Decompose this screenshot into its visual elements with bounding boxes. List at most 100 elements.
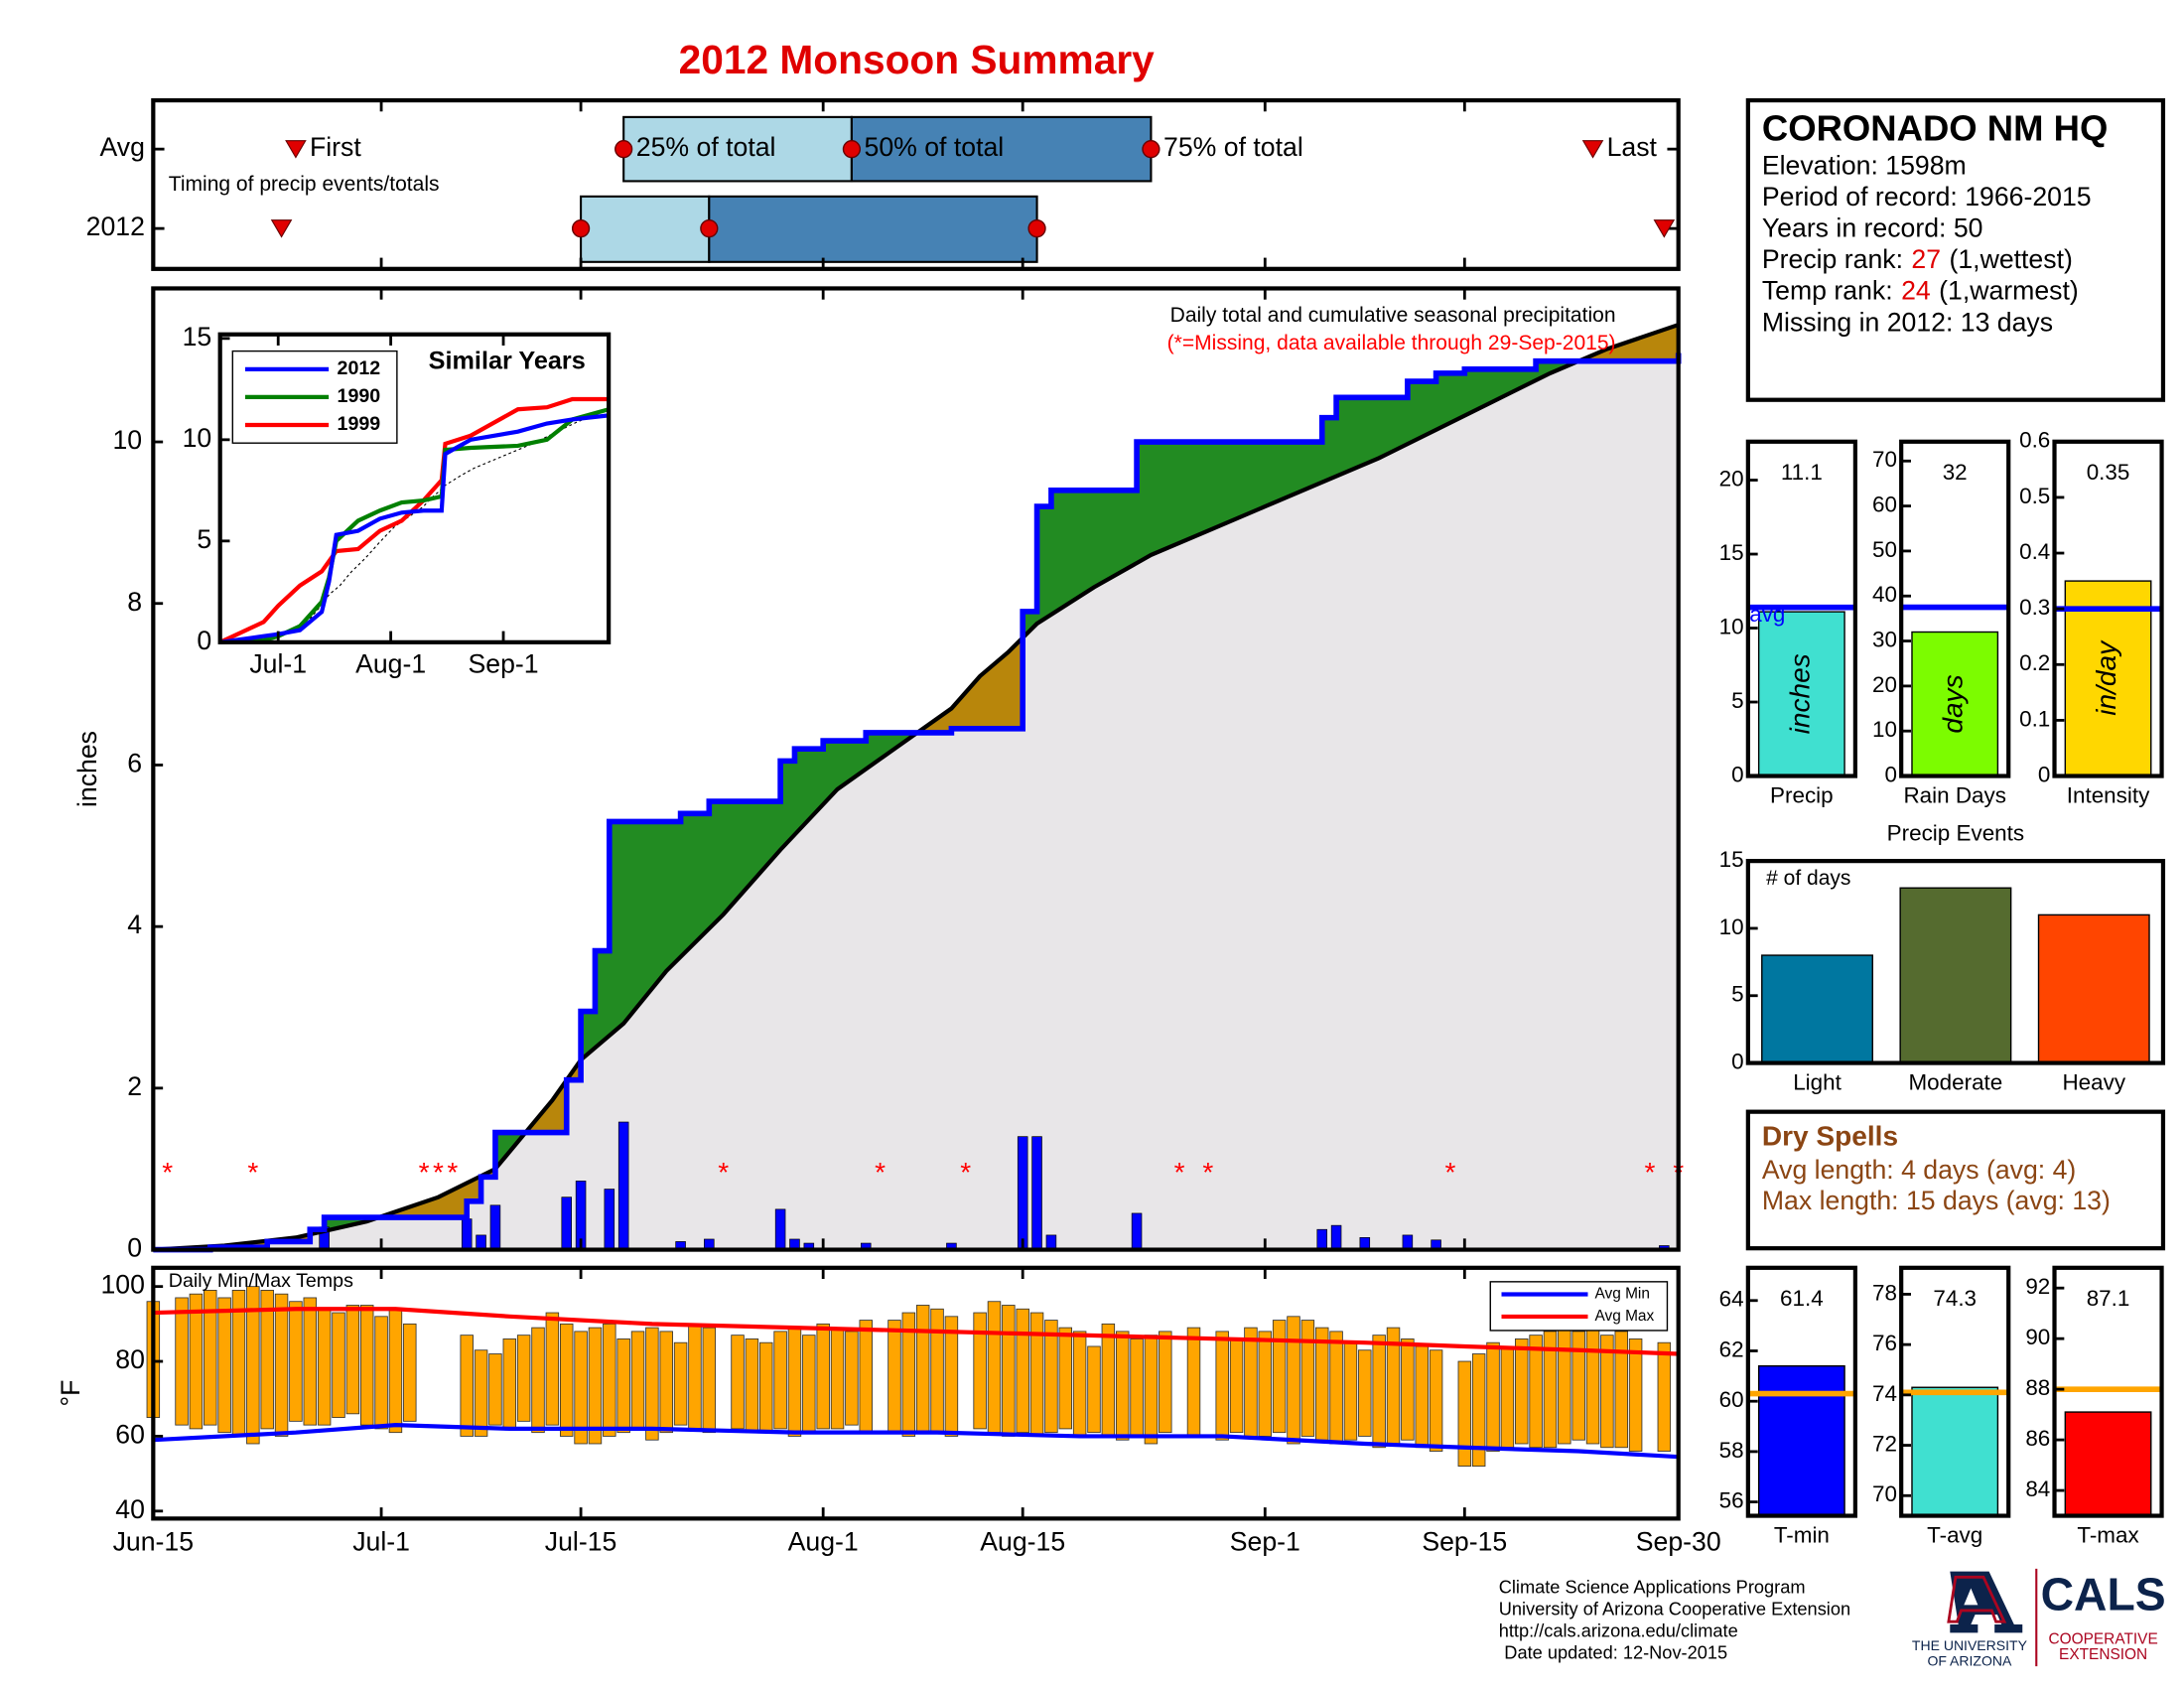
y-tick-label: 80 — [115, 1344, 145, 1374]
temp-range-bar — [1415, 1345, 1429, 1449]
x-tick-label: Sep-15 — [1422, 1527, 1507, 1557]
logo-text: THE UNIVERSITY — [1912, 1637, 2028, 1653]
category-label: Light — [1793, 1070, 1842, 1095]
y-tick-label: 10 — [1719, 914, 1744, 939]
y-tick-label: 0 — [1884, 762, 1896, 786]
base-area — [153, 352, 1679, 1250]
y-tick-label: 0 — [197, 626, 211, 655]
temp-range-bar — [374, 1316, 388, 1430]
avg-temp-line — [153, 1307, 1679, 1356]
dry-spells-title: Dry Spells — [1762, 1121, 1898, 1152]
temp-range-bar — [859, 1320, 873, 1434]
x-tick-label: Aug-1 — [788, 1527, 859, 1557]
temp-range-bar — [516, 1335, 531, 1422]
temp-range-bar — [1229, 1338, 1244, 1434]
value-label: 74.3 — [1933, 1286, 1977, 1311]
y-tick-label: 15 — [1719, 540, 1744, 565]
y-tick-label: 84 — [2025, 1477, 2050, 1501]
event-marker — [270, 219, 293, 238]
legend-label: Avg Max — [1595, 1308, 1655, 1325]
quartile-bar — [580, 195, 711, 263]
event-marker — [1653, 219, 1676, 238]
panel-frame — [151, 1265, 1681, 1521]
daily-bar — [617, 1121, 629, 1250]
y-tick-label: 0 — [1731, 1049, 1743, 1073]
missing-marker: * — [1174, 1157, 1185, 1188]
temp-range-bar — [1657, 1341, 1672, 1452]
daily-bar — [561, 1196, 572, 1250]
unit-label: inches — [1784, 653, 1815, 734]
y-tick-label: 64 — [1719, 1287, 1744, 1312]
temp-range-bar — [1600, 1335, 1614, 1449]
ua-logo-inner — [1947, 1575, 2007, 1623]
temp-range-bar — [1471, 1353, 1486, 1468]
y-tick-label: 0.2 — [2019, 650, 2050, 675]
temp-range-bar — [816, 1323, 830, 1430]
y-axis-label: # of days — [1766, 867, 1850, 890]
legend-label: Avg Min — [1595, 1286, 1650, 1303]
temp-range-bar — [1002, 1305, 1016, 1437]
panel-frame — [1899, 1265, 2011, 1518]
chart-title: Precip Events — [1887, 820, 2024, 845]
temp-range-bar — [1515, 1338, 1529, 1445]
avg-cumulative-line — [153, 323, 1680, 1252]
category-label: T-min — [1774, 1523, 1830, 1548]
y-tick-label: 100 — [100, 1270, 144, 1300]
temp-range-bar — [1343, 1341, 1358, 1441]
temp-range-bar — [1072, 1331, 1087, 1437]
x-tick-label: Aug-1 — [355, 649, 426, 679]
temp-range-bar — [1144, 1335, 1159, 1445]
temp-range-bar — [1300, 1320, 1315, 1437]
quartile-bar — [708, 195, 1038, 263]
timing-label: 50% of total — [865, 132, 1005, 162]
station-box — [1745, 97, 2166, 402]
y-tick-label: 10 — [1719, 614, 1744, 638]
legend-label: 1990 — [338, 385, 381, 407]
daily-bar — [1031, 1136, 1042, 1250]
panel-frame — [2052, 439, 2164, 778]
bar — [1761, 954, 1873, 1064]
temp-range-bar — [987, 1301, 1002, 1434]
inset-title: Similar Years — [429, 347, 586, 374]
chart-subtitle: (*=Missing, data available through 29-Se… — [1167, 332, 1616, 354]
temp-range-bar — [702, 1327, 717, 1434]
daily-bar — [774, 1208, 786, 1250]
temp-range-bar — [802, 1335, 816, 1434]
category-label: Intensity — [2067, 782, 2150, 807]
missing-marker: * — [1444, 1157, 1455, 1188]
total-marker — [700, 219, 719, 238]
bar — [2037, 914, 2150, 1064]
bar — [2064, 1411, 2152, 1517]
y-tick-label: 88 — [2025, 1375, 2050, 1400]
logo-text: OF ARIZONA — [1927, 1653, 2012, 1669]
panel-frame — [1745, 1265, 1857, 1518]
x-tick-label: Jul-15 — [545, 1527, 617, 1557]
y-tick-label: 8 — [127, 587, 142, 617]
temp-range-bar — [915, 1305, 930, 1434]
row-label: Avg — [99, 132, 144, 162]
temp-range-bar — [787, 1327, 802, 1437]
temp-range-bar — [289, 1301, 303, 1422]
temp-range-bar — [1372, 1335, 1386, 1449]
temp-range-bar — [745, 1338, 759, 1434]
daily-bar — [604, 1189, 615, 1250]
temp-range-bar — [1529, 1335, 1543, 1449]
y-tick-label: 0 — [2038, 762, 2050, 786]
y-tick-label: 70 — [1872, 447, 1897, 472]
temp-range-bar — [204, 1290, 217, 1426]
y-tick-label: 50 — [1872, 537, 1897, 562]
y-tick-label: 30 — [1872, 627, 1897, 651]
missing-marker: * — [419, 1157, 430, 1188]
temp-range-bar — [1500, 1345, 1515, 1449]
temp-range-bar — [260, 1290, 274, 1430]
y-tick-label: 86 — [2025, 1426, 2050, 1451]
temp-range-bar — [1272, 1320, 1287, 1434]
average-label: avg — [1749, 602, 1785, 627]
temp-range-bar — [332, 1312, 345, 1419]
panel-frame — [151, 97, 1681, 271]
temp-range-bar — [759, 1341, 773, 1434]
temp-range-bar — [1628, 1338, 1643, 1452]
y-tick-label: 60 — [1872, 492, 1897, 517]
daily-bar — [476, 1234, 486, 1250]
